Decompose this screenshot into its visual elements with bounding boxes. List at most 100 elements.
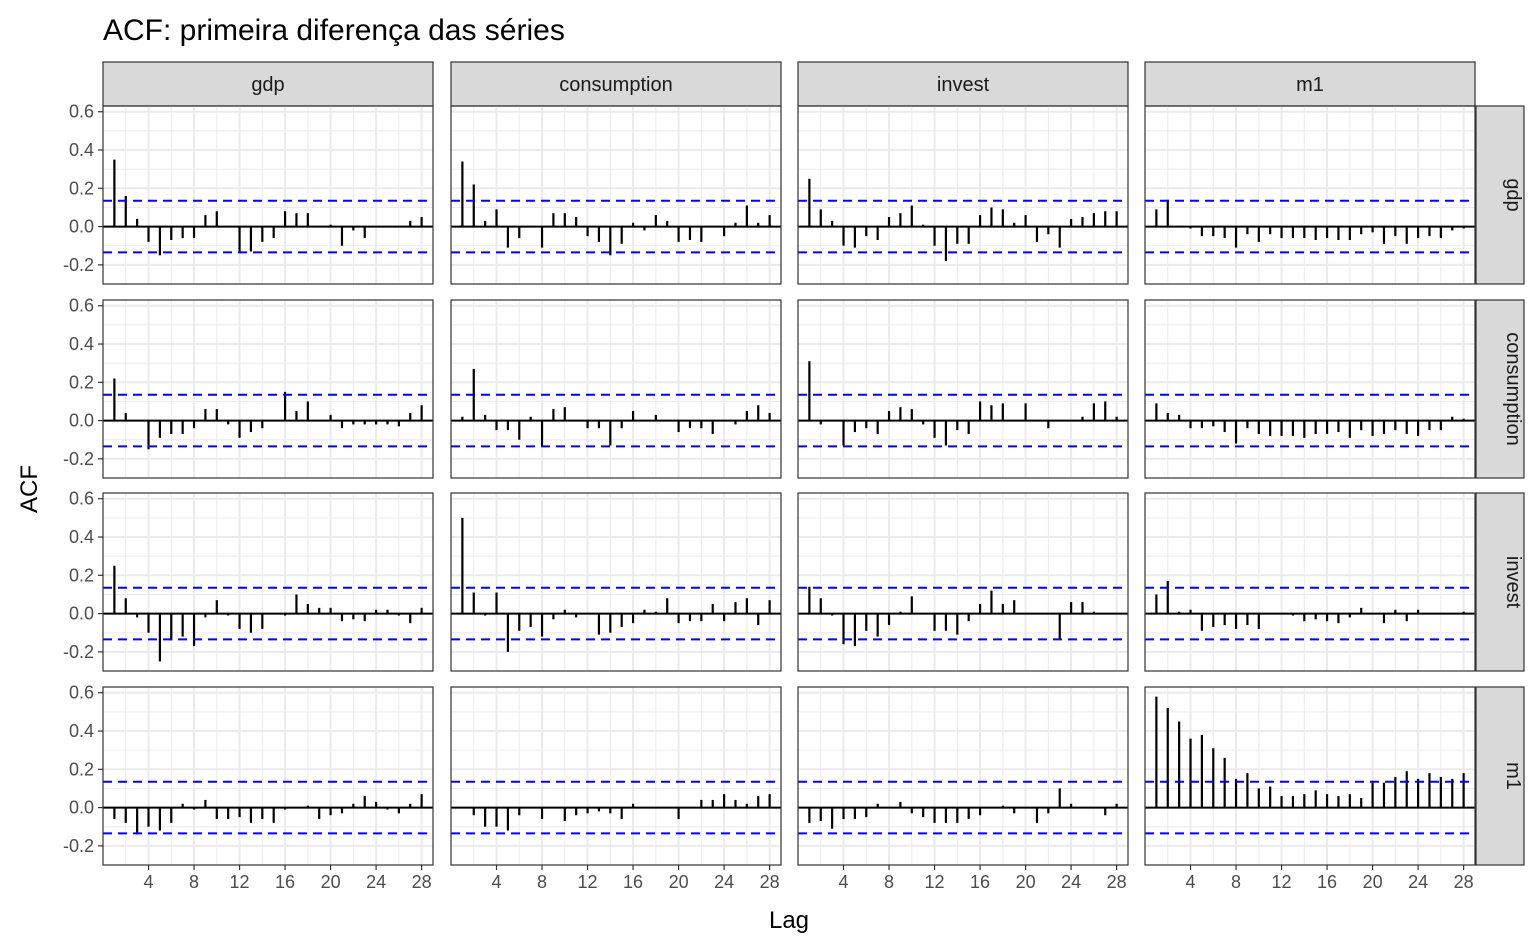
- panel-border: [797, 105, 1129, 285]
- panel-gdp-gdp: [102, 105, 434, 285]
- x-tick-label: 16: [623, 872, 643, 892]
- y-tick-label: -0.2: [63, 642, 94, 662]
- x-tick-label: 20: [669, 872, 689, 892]
- row-strip-label-gdp: gdp: [1502, 178, 1524, 211]
- panel-m1-invest: [797, 686, 1129, 866]
- y-tick-label: 0.2: [69, 178, 94, 198]
- row-strip-label-consumption: consumption: [1502, 332, 1524, 445]
- panel-invest-consumption: [450, 492, 782, 672]
- row-strip-gdp: [1475, 105, 1525, 285]
- panel-border: [797, 299, 1129, 479]
- x-tick-label: 20: [1363, 872, 1383, 892]
- panel-border: [102, 492, 434, 672]
- panel-consumption-gdp: [102, 299, 434, 479]
- column-strip-gdp: [102, 61, 434, 107]
- y-tick-label: 0.4: [69, 527, 94, 547]
- panel-border: [1144, 492, 1476, 672]
- y-tick-label: 0.6: [69, 296, 94, 316]
- x-tick-label: 12: [578, 872, 598, 892]
- panel-gdp-consumption: [450, 105, 782, 285]
- x-axis-title: Lag: [769, 907, 809, 934]
- y-tick-label: -0.2: [63, 449, 94, 469]
- y-tick-label: 0.4: [69, 721, 94, 741]
- x-tick-label: 4: [1186, 872, 1196, 892]
- x-tick-label: 24: [366, 872, 386, 892]
- y-axis-title: ACF: [16, 465, 43, 513]
- panel-border: [797, 492, 1129, 672]
- column-strip-consumption: [450, 61, 782, 107]
- panel-gdp-m1: [1144, 105, 1476, 285]
- x-tick-label: 16: [1317, 872, 1337, 892]
- facet-grid: gdp consumption invest m1 gdp consumption inve…: [63, 61, 1525, 892]
- y-tick-label: 0.2: [69, 372, 94, 392]
- x-tick-label: 24: [714, 872, 734, 892]
- y-tick-label: 0.0: [69, 411, 94, 431]
- x-tick-label: 8: [537, 872, 547, 892]
- y-tick-label: 0.4: [69, 140, 94, 160]
- y-tick-label: 0.6: [69, 102, 94, 122]
- row-strip-consumption: [1475, 299, 1525, 479]
- x-tick-label: 12: [230, 872, 250, 892]
- column-strip-label-consumption: consumption: [559, 74, 672, 96]
- y-tick-label: -0.2: [63, 836, 94, 856]
- panel-m1-m1: [1144, 686, 1476, 866]
- x-tick-label: 28: [760, 872, 780, 892]
- y-tick-label: 0.6: [69, 489, 94, 509]
- panel-border: [450, 105, 782, 285]
- row-strip-label-m1: m1: [1502, 762, 1524, 790]
- x-tick-label: 12: [1272, 872, 1292, 892]
- panel-border: [1144, 686, 1476, 866]
- y-tick-label: 0.6: [69, 683, 94, 703]
- column-strip-label-m1: m1: [1296, 74, 1324, 96]
- x-tick-label: 4: [839, 872, 849, 892]
- panel-consumption-invest: [797, 299, 1129, 479]
- panel-border: [450, 492, 782, 672]
- panel-m1-gdp: [102, 686, 434, 866]
- x-tick-label: 8: [884, 872, 894, 892]
- row-strip-label-invest: invest: [1502, 556, 1524, 609]
- chart-title: ACF: primeira diferença das séries: [103, 14, 565, 47]
- x-tick-label: 28: [1454, 872, 1474, 892]
- x-tick-label: 28: [1107, 872, 1127, 892]
- panel-border: [450, 686, 782, 866]
- panel-border: [450, 299, 782, 479]
- row-strip-invest: [1475, 492, 1525, 672]
- x-tick-label: 8: [1231, 872, 1241, 892]
- row-strip-m1: [1475, 686, 1525, 866]
- y-tick-label: 0.0: [69, 217, 94, 237]
- panel-invest-gdp: [102, 492, 434, 672]
- panel-border: [1144, 299, 1476, 479]
- panel-gdp-invest: [797, 105, 1129, 285]
- y-tick-label: 0.4: [69, 334, 94, 354]
- x-tick-label: 24: [1408, 872, 1428, 892]
- x-tick-label: 8: [189, 872, 199, 892]
- x-tick-label: 16: [275, 872, 295, 892]
- x-tick-label: 28: [412, 872, 432, 892]
- column-strip-label-invest: invest: [937, 74, 990, 96]
- y-tick-label: 0.2: [69, 759, 94, 779]
- column-strip-m1: [1144, 61, 1476, 107]
- panel-invest-invest: [797, 492, 1129, 672]
- y-tick-label: -0.2: [63, 255, 94, 275]
- panel-invest-m1: [1144, 492, 1476, 672]
- panel-consumption-consumption: [450, 299, 782, 479]
- x-tick-label: 4: [144, 872, 154, 892]
- panel-border: [102, 105, 434, 285]
- column-strip-invest: [797, 61, 1129, 107]
- x-tick-label: 4: [492, 872, 502, 892]
- panel-m1-consumption: [450, 686, 782, 866]
- panel-border: [1144, 105, 1476, 285]
- column-strip-label-gdp: gdp: [251, 74, 284, 96]
- x-tick-label: 20: [1016, 872, 1036, 892]
- x-tick-label: 24: [1061, 872, 1081, 892]
- y-tick-label: 0.0: [69, 604, 94, 624]
- x-tick-label: 12: [925, 872, 945, 892]
- y-tick-label: 0.0: [69, 798, 94, 818]
- panel-consumption-m1: [1144, 299, 1476, 479]
- panel-border: [797, 686, 1129, 866]
- y-tick-label: 0.2: [69, 565, 94, 585]
- panel-border: [102, 299, 434, 479]
- x-tick-label: 16: [970, 872, 990, 892]
